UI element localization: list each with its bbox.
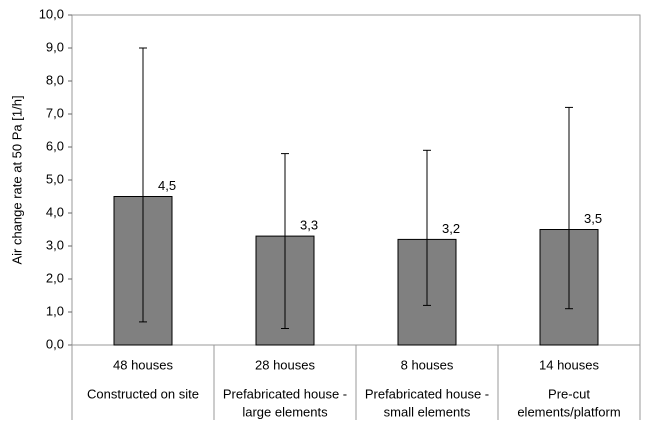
y-tick-label: 0,0 [46, 336, 64, 351]
y-tick-label: 1,0 [46, 303, 64, 318]
value-label: 3,3 [300, 218, 318, 233]
value-label: 4,5 [158, 178, 176, 193]
x-tick-label: elements/platform [517, 404, 620, 419]
y-tick-label: 5,0 [46, 171, 64, 186]
y-tick-label: 4,0 [46, 204, 64, 219]
y-tick-label: 9,0 [46, 39, 64, 54]
value-label: 3,5 [584, 211, 602, 226]
x-tick-label: small elements [384, 404, 471, 419]
x-tick-label: Constructed on site [87, 386, 199, 401]
y-tick-label: 6,0 [46, 138, 64, 153]
y-tick-label: 2,0 [46, 270, 64, 285]
x-tick-label: Pre-cut [548, 386, 590, 401]
y-tick-label: 7,0 [46, 105, 64, 120]
value-label: 3,2 [442, 221, 460, 236]
x-tick-label: large elements [242, 404, 328, 419]
y-axis-title: Air change rate at 50 Pa [1/h] [9, 95, 24, 264]
x-tick-label: Prefabricated house - [223, 386, 347, 401]
y-tick-label: 10,0 [39, 6, 64, 21]
x-tick-label: Prefabricated house - [365, 386, 489, 401]
sample-size-label: 8 houses [401, 357, 454, 372]
y-tick-label: 8,0 [46, 72, 64, 87]
sample-size-label: 14 houses [539, 357, 599, 372]
y-tick-label: 3,0 [46, 237, 64, 252]
sample-size-label: 28 houses [255, 357, 315, 372]
sample-size-label: 48 houses [113, 357, 173, 372]
